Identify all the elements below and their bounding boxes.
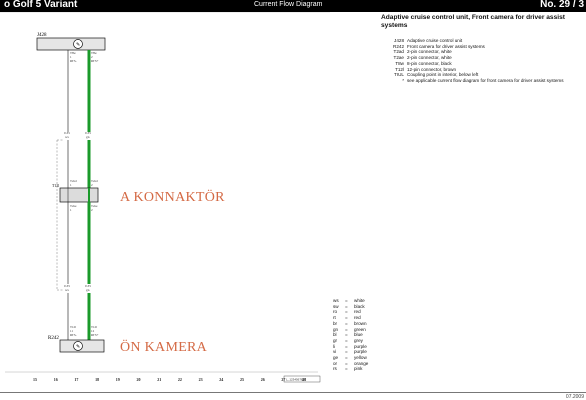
page-bottom-rule bbox=[0, 392, 586, 393]
svg-text:1: 1 bbox=[70, 183, 72, 187]
j428-label: J428 bbox=[37, 33, 47, 38]
svg-text:0.35: 0.35 bbox=[85, 284, 91, 288]
diagram-title: Adaptive cruise control unit, Front came… bbox=[381, 14, 565, 29]
color-key-item: gn = green bbox=[333, 326, 366, 332]
svg-text:2: 2 bbox=[91, 208, 93, 212]
svg-text:0.35: 0.35 bbox=[85, 131, 91, 135]
color-key-item: ge = yellow bbox=[333, 355, 367, 361]
legend-item: T2ad 2-pin connector, white bbox=[393, 49, 452, 55]
wire-color-key: ws = white sw = black ro = red rt = red br = brown… bbox=[333, 298, 368, 372]
color-key-item: li = purple bbox=[333, 343, 367, 349]
svg-text:2: 2 bbox=[91, 183, 93, 187]
svg-text:gn: gn bbox=[86, 135, 90, 139]
ruler-tick-label: 15 bbox=[33, 377, 37, 382]
color-key-item: ro = red bbox=[333, 309, 361, 315]
legend-item: TIUL Coupling point in interior, below le… bbox=[394, 72, 479, 78]
svg-text:T12l: T12l bbox=[70, 325, 76, 329]
svg-text:0.35: 0.35 bbox=[64, 131, 70, 135]
ruler-tick-label: 21 bbox=[157, 377, 161, 382]
color-key-item: br = brown bbox=[333, 320, 367, 326]
annotation-camera: ÖN KAMERA bbox=[120, 340, 208, 355]
legend-item: T2ae 2-pin connector, white bbox=[393, 55, 452, 61]
legend-item: T8w 8-pin connector, black bbox=[395, 60, 452, 66]
svg-text:ws: ws bbox=[65, 288, 69, 292]
header-center: Current Flow Diagram bbox=[254, 1, 323, 8]
svg-text:✎: ✎ bbox=[76, 42, 80, 48]
ruler-tick-label: 16 bbox=[54, 377, 58, 382]
component-r242: ✎ R242 bbox=[48, 336, 105, 353]
color-key-item: rs = pink bbox=[333, 366, 363, 372]
svg-text:RTS+: RTS+ bbox=[91, 333, 99, 337]
svg-text:T12l: T12l bbox=[91, 325, 97, 329]
ruler-tick-label: 25 bbox=[240, 377, 244, 382]
ruler-tick-label: 18 bbox=[95, 377, 99, 382]
svg-text:T2ae: T2ae bbox=[91, 204, 98, 208]
svg-text:1: 1 bbox=[70, 55, 72, 59]
ruler-tick-label: 20 bbox=[137, 377, 141, 382]
legend-item: * see applicable current flow diagram for… bbox=[402, 77, 564, 83]
svg-text:T2ad: T2ad bbox=[70, 179, 77, 183]
ruler-tick-label: 28 bbox=[302, 377, 306, 382]
component-j428: ✎ J428 bbox=[36, 33, 106, 51]
color-key-item: bl = blue bbox=[333, 332, 363, 338]
svg-text:ws: ws bbox=[65, 135, 69, 139]
r242-label: R242 bbox=[48, 336, 59, 341]
header-right: No. 29 / 3 bbox=[540, 0, 584, 10]
ruler-tick-label: 22 bbox=[178, 377, 182, 382]
svg-text:RTS+: RTS+ bbox=[91, 59, 99, 63]
svg-text:T2ae: T2ae bbox=[70, 204, 77, 208]
page-ruler: 15 16 17 18 19 20 21 22 23 24 25 26 27 28 bbox=[33, 377, 306, 382]
svg-text:T2ad: T2ad bbox=[91, 179, 98, 183]
color-key-item: or = orange bbox=[333, 360, 369, 366]
svg-text:RTS-: RTS- bbox=[70, 59, 77, 63]
ruler-tick-label: 26 bbox=[261, 377, 265, 382]
svg-text:T12l: T12l bbox=[52, 184, 59, 188]
legend-item: T12l 12-pin connector, brown bbox=[395, 66, 457, 72]
component-legend: J428 Adaptive cruise control unit R242 Fro… bbox=[386, 38, 584, 84]
svg-text:12: 12 bbox=[91, 329, 95, 333]
svg-text:T8w: T8w bbox=[70, 51, 77, 55]
header-bar: o Golf 5 Variant Current Flow Diagram No… bbox=[0, 0, 586, 12]
svg-text:1: 1 bbox=[70, 208, 72, 212]
svg-text:gn: gn bbox=[86, 288, 90, 292]
svg-text:0.35: 0.35 bbox=[64, 284, 70, 288]
color-key-item: sw = black bbox=[333, 303, 365, 309]
svg-text:2: 2 bbox=[91, 55, 93, 59]
header-left: o Golf 5 Variant bbox=[4, 0, 78, 10]
legend-item: J428 Adaptive cruise control unit bbox=[394, 38, 463, 43]
color-key-item: vi = purple bbox=[333, 349, 367, 355]
annotation-connector: A KONNAKTÖR bbox=[120, 190, 225, 205]
ruler-tick-label: 19 bbox=[116, 377, 120, 382]
legend-item: R242 Front camera for driver assist syste… bbox=[393, 43, 485, 49]
ruler-tick-label: 17 bbox=[74, 377, 78, 382]
page-code: 07.2009 bbox=[565, 394, 584, 400]
svg-text:L_1234567890: L_1234567890 bbox=[286, 378, 306, 382]
color-key-item: rt = red bbox=[333, 315, 361, 321]
color-key-item: gr = grey bbox=[333, 337, 363, 343]
color-key-item: ws = white bbox=[333, 298, 365, 303]
ruler-tick-label: 23 bbox=[199, 377, 203, 382]
svg-text:11: 11 bbox=[70, 329, 73, 333]
ruler-tick-label: 27 bbox=[281, 377, 285, 382]
coupling-connector: T12l bbox=[52, 184, 99, 203]
svg-text:✎: ✎ bbox=[76, 344, 80, 350]
svg-text:T8w: T8w bbox=[91, 51, 98, 55]
svg-text:RTS-: RTS- bbox=[70, 333, 77, 337]
ruler-tick-label: 24 bbox=[219, 377, 223, 382]
